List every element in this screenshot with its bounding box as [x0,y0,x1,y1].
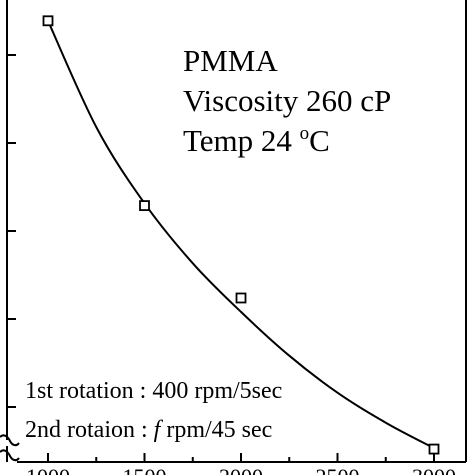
temperature-degree: o [300,123,310,144]
data-point [42,15,54,27]
data-points [42,15,440,455]
rotation2-label: 2nd rotaion : f rpm/45 sec [25,417,272,443]
data-point [428,443,440,455]
temperature-prefix: Temp 24 [183,123,300,158]
temperature-unit: C [309,123,330,158]
x-tick-label: 3000 [412,464,456,475]
viscosity-label: Viscosity 260 cP [183,83,391,118]
x-tick-label: 1000 [26,464,70,475]
x-tick-label: 1500 [123,464,167,475]
material-label: PMMA [183,43,278,78]
x-tick-labels: 1000 1500 2000 2500 3000 [26,464,456,475]
x-tick-label: 2000 [219,464,263,475]
x-ticks [47,453,435,462]
fit-curve [47,20,435,449]
data-point [139,200,150,211]
rotation2-prefix: 2nd rotaion : [25,417,154,443]
rotation2-suffix: rpm/45 sec [160,417,272,443]
temperature-label: Temp 24 oC [183,123,330,158]
axis-break-icon [0,434,20,447]
axis-break-icon-lower [0,449,20,462]
x-tick-label: 2500 [316,464,360,475]
rotation1-label: 1st rotation : 400 rpm/5sec [25,378,282,404]
y-ticks [7,54,16,408]
data-point [235,292,247,304]
rotation2-italic: f [154,417,164,443]
